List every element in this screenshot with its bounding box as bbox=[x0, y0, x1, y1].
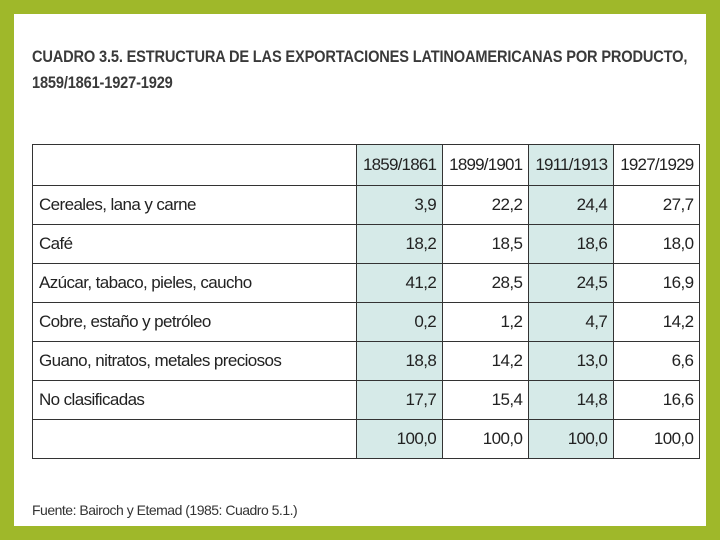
header-empty bbox=[32, 144, 357, 186]
cell-value: 41,2 bbox=[355, 263, 444, 303]
cell-value: 14,2 bbox=[613, 302, 701, 342]
title-line-1: CUADRO 3.5. ESTRUCTURA DE LAS EXPORTACIO… bbox=[32, 47, 688, 66]
row-label: Azúcar, tabaco, pieles, caucho bbox=[32, 263, 357, 303]
cell-value: 24,5 bbox=[528, 263, 615, 303]
cell-value: 14,8 bbox=[528, 380, 615, 420]
header-1911-1913: 1911/1913 bbox=[528, 144, 615, 186]
total-row: 100,0 100,0 100,0 100,0 bbox=[32, 419, 701, 459]
cell-value: 13,0 bbox=[528, 341, 615, 381]
slide: CUADRO 3.5. ESTRUCTURA DE LAS EXPORTACIO… bbox=[14, 14, 706, 526]
cell-value: 0,2 bbox=[355, 302, 444, 342]
cell-value: 18,0 bbox=[613, 224, 701, 264]
cell-value: 28,5 bbox=[442, 263, 530, 303]
row-label: No clasificadas bbox=[32, 380, 357, 420]
cell-value: 100,0 bbox=[355, 419, 444, 459]
table-title: CUADRO 3.5. ESTRUCTURA DE LAS EXPORTACIO… bbox=[32, 44, 688, 96]
table-row: Azúcar, tabaco, pieles, caucho 41,2 28,5… bbox=[32, 263, 701, 303]
cell-value: 15,4 bbox=[442, 380, 530, 420]
cell-value: 1,2 bbox=[442, 302, 530, 342]
cell-value: 100,0 bbox=[442, 419, 530, 459]
cell-value: 100,0 bbox=[613, 419, 701, 459]
row-label: Cereales, lana y carne bbox=[32, 185, 357, 225]
cell-value: 100,0 bbox=[528, 419, 615, 459]
row-label bbox=[32, 419, 357, 459]
cell-value: 27,7 bbox=[613, 185, 701, 225]
header-1927-1929: 1927/1929 bbox=[613, 144, 701, 186]
cell-value: 6,6 bbox=[613, 341, 701, 381]
cell-value: 22,2 bbox=[442, 185, 530, 225]
row-label: Cobre, estaño y petróleo bbox=[32, 302, 357, 342]
cell-value: 18,2 bbox=[355, 224, 444, 264]
table-row: Café 18,2 18,5 18,6 18,0 bbox=[32, 224, 701, 264]
cell-value: 3,9 bbox=[355, 185, 444, 225]
cell-value: 16,9 bbox=[613, 263, 701, 303]
cell-value: 4,7 bbox=[528, 302, 615, 342]
table-row: Cobre, estaño y petróleo 0,2 1,2 4,7 14,… bbox=[32, 302, 701, 342]
cell-value: 17,7 bbox=[355, 380, 444, 420]
header-1899-1901: 1899/1901 bbox=[442, 144, 530, 186]
table-row: No clasificadas 17,7 15,4 14,8 16,6 bbox=[32, 380, 701, 420]
row-label: Guano, nitratos, metales preciosos bbox=[32, 341, 357, 381]
cell-value: 18,8 bbox=[355, 341, 444, 381]
header-row: 1859/1861 1899/1901 1911/1913 1927/1929 bbox=[32, 144, 701, 186]
source-note: Fuente: Bairoch y Etemad (1985: Cuadro 5… bbox=[32, 502, 298, 518]
table-row: Cereales, lana y carne 3,9 22,2 24,4 27,… bbox=[32, 185, 701, 225]
cell-value: 24,4 bbox=[528, 185, 615, 225]
header-1859-1861: 1859/1861 bbox=[355, 144, 444, 186]
exports-table: 1859/1861 1899/1901 1911/1913 1927/1929 … bbox=[32, 144, 701, 459]
cell-value: 18,6 bbox=[528, 224, 615, 264]
cell-value: 16,6 bbox=[613, 380, 701, 420]
cell-value: 18,5 bbox=[442, 224, 530, 264]
table-row: Guano, nitratos, metales preciosos 18,8 … bbox=[32, 341, 701, 381]
row-label: Café bbox=[32, 224, 357, 264]
cell-value: 14,2 bbox=[442, 341, 530, 381]
title-line-2: 1859/1861-1927-1929 bbox=[32, 73, 173, 92]
